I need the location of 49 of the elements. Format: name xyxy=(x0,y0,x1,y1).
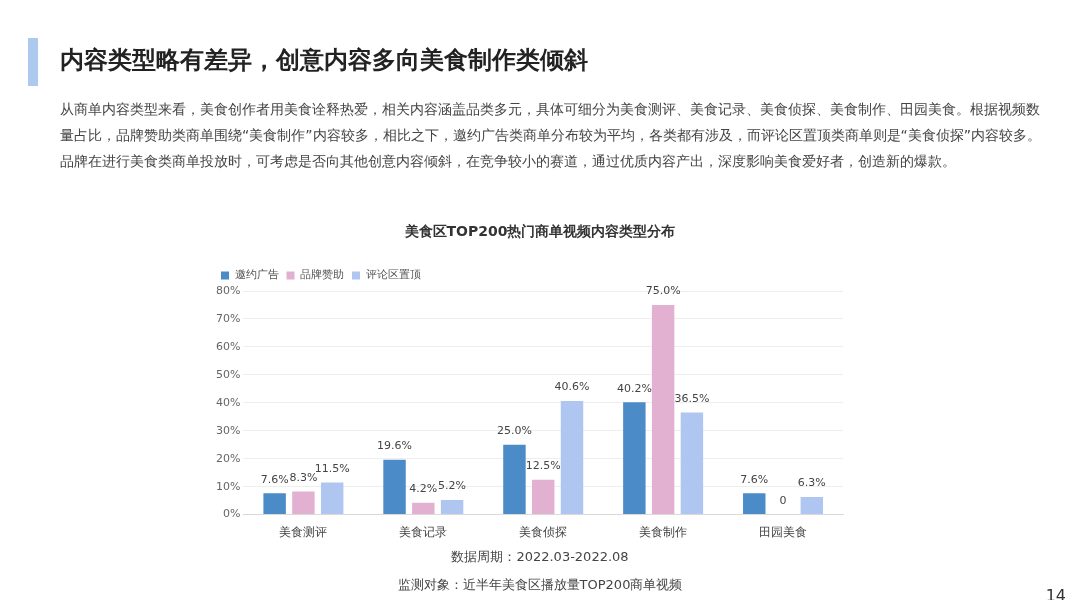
x-tick-label: 田园美食 xyxy=(759,524,808,539)
data-label: 5.2% xyxy=(438,479,467,493)
y-tick-label: 30% xyxy=(216,423,241,437)
bar xyxy=(532,479,555,515)
bar xyxy=(623,402,646,515)
bar xyxy=(800,496,824,515)
y-tick-label: 80% xyxy=(216,283,241,297)
data-label: 40.2% xyxy=(616,381,652,395)
bar xyxy=(383,459,406,515)
text: 数据周期：2022.03-2022.08 xyxy=(450,548,630,566)
y-tick-label: 60% xyxy=(216,339,241,353)
text: 美食区TOP200热门商单视频内容类型分布 xyxy=(403,223,677,241)
chart-subtitle: 从商单内容类型来看，美食创作者用美食诠释热爱，相关内容涵盖品类多元，具体可细分为美食测评、美食记录、美食侦探、美食制作、田园美食。根据视频数量占比，品牌赞助类商单围绕“美食制作”内容较多，相比之下，邀约广告类商单分布较为平均，各类都有涉及，而评论区置顶类商单则是“美食侦探”内容较多。品牌在进行美食类商单投放时，可考虑是否向其他创意内容倾斜，在竞争较小的赛道，通过优质内容产出，深度影响美食爱好者，创造新的爆款。 xyxy=(60,100,1042,171)
y-tick-label: 20% xyxy=(216,451,241,465)
bar xyxy=(292,491,315,515)
bar xyxy=(651,304,675,515)
data-label: 0 xyxy=(779,493,787,507)
data-label: 7.6% xyxy=(260,472,289,486)
bar xyxy=(263,493,286,515)
legend-label: 品牌赞助 xyxy=(300,268,344,282)
data-label: 12.5% xyxy=(525,459,561,473)
y-tick-label: 40% xyxy=(216,395,241,409)
chart-title: 内容类型略有差异，创意内容多向美食制作类倾斜 xyxy=(60,45,588,76)
data-label: 7.6% xyxy=(740,472,769,486)
data-label: 19.6% xyxy=(377,439,413,453)
text: 监测对象：近半年美食区播放量TOP200商单视频 xyxy=(397,577,683,592)
bar xyxy=(503,444,526,515)
bar xyxy=(680,412,704,515)
bar xyxy=(320,482,344,515)
legend-label: 邀约广告 xyxy=(234,268,279,282)
legend-label: 评论区置顶 xyxy=(365,268,421,282)
y-tick-label: 50% xyxy=(216,367,241,381)
data-label: 75.0% xyxy=(645,284,681,298)
data-label: 40.6% xyxy=(554,380,590,394)
bar xyxy=(412,502,435,515)
x-tick-label: 美食测评 xyxy=(279,524,328,539)
bar xyxy=(440,500,464,515)
bar xyxy=(560,401,584,515)
data-label: 25.0% xyxy=(496,424,532,438)
bar xyxy=(743,493,766,515)
y-tick-label: 0% xyxy=(223,507,241,521)
x-tick-label: 美食制作 xyxy=(639,524,688,539)
data-label: 6.3% xyxy=(797,476,826,490)
data-label: 36.5% xyxy=(674,391,710,405)
x-tick-label: 美食记录 xyxy=(399,524,448,539)
x-tick-label: 美食侦探 xyxy=(519,524,568,539)
y-tick-label: 10% xyxy=(216,479,241,493)
y-tick-label: 70% xyxy=(216,311,241,325)
data-label: 4.2% xyxy=(409,482,438,496)
